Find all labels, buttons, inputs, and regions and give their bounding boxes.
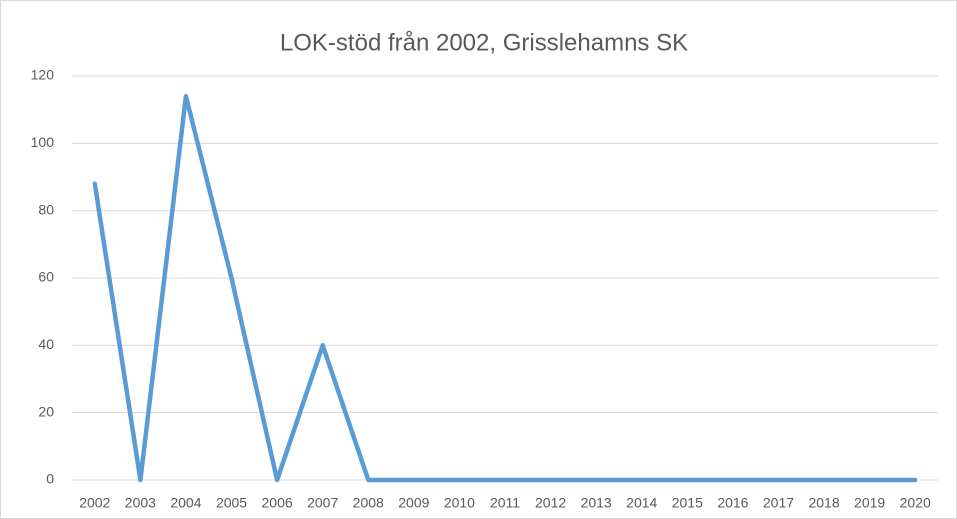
x-tick-label: 2019 [854,495,885,511]
y-tick-label: 100 [31,134,55,150]
x-tick-label: 2018 [808,495,839,511]
x-tick-label: 2013 [581,495,612,511]
x-tick-label: 2011 [490,495,520,511]
x-tick-label: 2004 [170,495,201,511]
x-tick-label: 2015 [672,495,703,511]
data-line [92,93,918,483]
x-tick-label: 2010 [444,495,475,511]
y-tick-label: 40 [38,336,54,352]
x-tick-label: 2007 [307,495,338,511]
y-tick-label: 80 [38,201,54,217]
x-tick-label: 2002 [79,495,110,511]
x-tick-label: 2012 [535,495,566,511]
y-tick-label: 20 [38,403,54,419]
y-tick-label: 60 [38,269,54,285]
x-tick-label: 2003 [125,495,156,511]
x-tick-label: 2008 [353,495,384,511]
y-tick-label: 0 [46,471,54,487]
x-tick-label: 2020 [900,495,931,511]
x-tick-label: 2006 [262,495,293,511]
x-tick-label: 2014 [626,495,657,511]
y-tick-label: 120 [31,67,55,83]
chart-title: LOK-stöd från 2002, Grisslehamns SK [280,29,688,56]
x-tick-label: 2005 [216,495,247,511]
x-tick-label: 2009 [398,495,429,511]
x-tick-label: 2016 [717,495,748,511]
x-tick-label: 2017 [763,495,794,511]
